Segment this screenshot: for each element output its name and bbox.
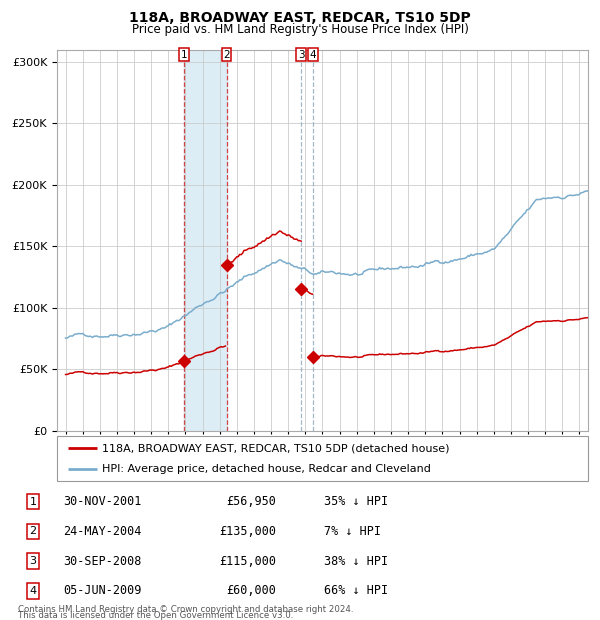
Text: HPI: Average price, detached house, Redcar and Cleveland: HPI: Average price, detached house, Redc…: [102, 464, 431, 474]
Text: 66% ↓ HPI: 66% ↓ HPI: [324, 585, 388, 597]
Text: 2: 2: [223, 50, 230, 60]
Text: £56,950: £56,950: [226, 495, 276, 508]
Text: 3: 3: [29, 556, 37, 566]
Text: £135,000: £135,000: [219, 525, 276, 538]
Text: £60,000: £60,000: [226, 585, 276, 597]
FancyBboxPatch shape: [57, 436, 588, 480]
Text: 118A, BROADWAY EAST, REDCAR, TS10 5DP (detached house): 118A, BROADWAY EAST, REDCAR, TS10 5DP (d…: [102, 443, 449, 453]
Text: 24-MAY-2004: 24-MAY-2004: [63, 525, 141, 538]
Text: Price paid vs. HM Land Registry's House Price Index (HPI): Price paid vs. HM Land Registry's House …: [131, 23, 469, 36]
Text: 2: 2: [29, 526, 37, 536]
Text: 30-SEP-2008: 30-SEP-2008: [63, 555, 141, 567]
Text: £115,000: £115,000: [219, 555, 276, 567]
Text: 4: 4: [29, 586, 37, 596]
Text: 7% ↓ HPI: 7% ↓ HPI: [324, 525, 381, 538]
Text: 118A, BROADWAY EAST, REDCAR, TS10 5DP: 118A, BROADWAY EAST, REDCAR, TS10 5DP: [129, 11, 471, 25]
Text: 05-JUN-2009: 05-JUN-2009: [63, 585, 141, 597]
Text: Contains HM Land Registry data © Crown copyright and database right 2024.: Contains HM Land Registry data © Crown c…: [18, 605, 353, 614]
Text: 1: 1: [29, 497, 37, 507]
Text: 35% ↓ HPI: 35% ↓ HPI: [324, 495, 388, 508]
Text: 1: 1: [181, 50, 187, 60]
Text: This data is licensed under the Open Government Licence v3.0.: This data is licensed under the Open Gov…: [18, 611, 293, 620]
Text: 38% ↓ HPI: 38% ↓ HPI: [324, 555, 388, 567]
Text: 4: 4: [310, 50, 316, 60]
Text: 30-NOV-2001: 30-NOV-2001: [63, 495, 141, 508]
Text: 3: 3: [298, 50, 304, 60]
Bar: [184, 50, 227, 431]
